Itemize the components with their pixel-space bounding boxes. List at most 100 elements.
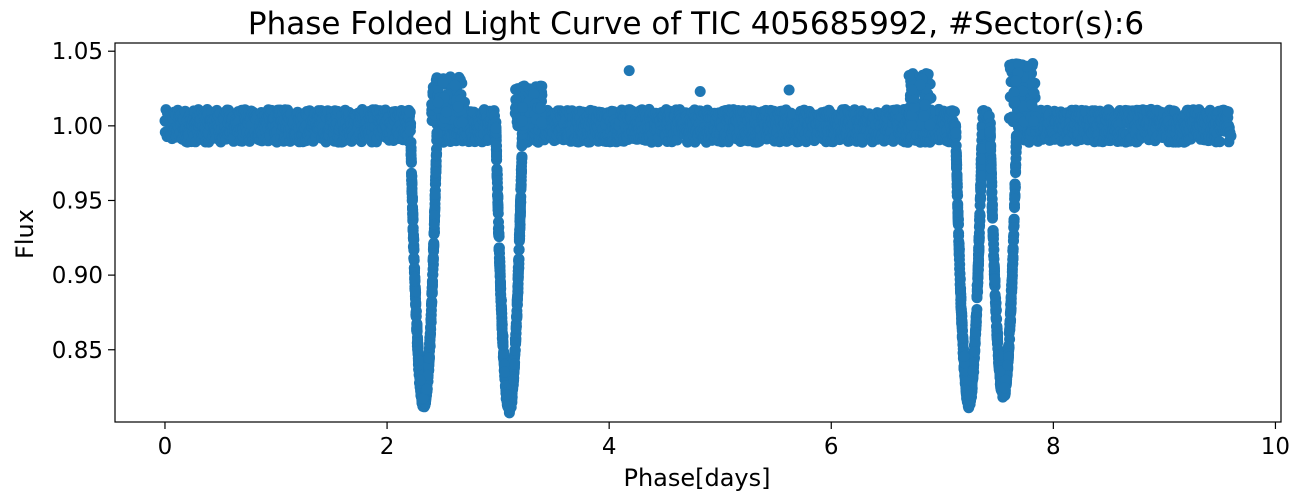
data-point bbox=[974, 208, 986, 220]
data-point bbox=[514, 223, 526, 235]
data-point bbox=[924, 119, 936, 131]
data-point bbox=[428, 237, 440, 249]
data-point bbox=[989, 274, 1001, 286]
data-point bbox=[491, 164, 503, 176]
data-point bbox=[1028, 115, 1039, 127]
data-point bbox=[432, 96, 444, 108]
data-point bbox=[1006, 111, 1018, 123]
data-point bbox=[509, 344, 521, 356]
data-point bbox=[987, 209, 998, 221]
data-point bbox=[514, 210, 526, 222]
x-tick-label: 2 bbox=[380, 434, 395, 460]
data-point bbox=[428, 218, 440, 230]
data-point bbox=[991, 333, 1003, 345]
chart-title: Phase Folded Light Curve of TIC 40568599… bbox=[248, 6, 1144, 42]
data-point bbox=[496, 318, 508, 330]
data-point bbox=[409, 286, 421, 297]
data-point bbox=[1008, 222, 1020, 234]
data-point bbox=[1002, 359, 1014, 371]
data-point bbox=[499, 366, 510, 378]
data-point bbox=[426, 299, 437, 311]
data-point bbox=[990, 304, 1002, 316]
x-tick-label: 6 bbox=[824, 434, 839, 460]
data-point bbox=[975, 182, 987, 194]
data-point bbox=[411, 326, 423, 338]
data-point bbox=[984, 126, 996, 138]
y-axis: 0.85 0.90 0.95 1.00 1.05 bbox=[52, 39, 115, 364]
data-point bbox=[987, 226, 999, 238]
data-point bbox=[1026, 99, 1038, 111]
data-point bbox=[425, 314, 437, 325]
y-axis-label: Flux bbox=[11, 209, 39, 259]
data-point bbox=[492, 204, 504, 216]
data-point bbox=[408, 232, 420, 244]
data-point bbox=[517, 102, 528, 113]
data-point bbox=[430, 166, 442, 178]
data-point bbox=[512, 283, 524, 294]
data-point bbox=[955, 294, 967, 306]
data-point bbox=[511, 293, 523, 305]
plot-area bbox=[159, 58, 1237, 419]
data-point bbox=[1009, 96, 1021, 108]
data-point bbox=[490, 122, 502, 134]
data-point bbox=[951, 178, 963, 190]
data-point bbox=[973, 232, 985, 244]
data-point bbox=[515, 164, 527, 176]
data-point bbox=[426, 275, 438, 287]
data-point bbox=[494, 252, 506, 264]
y-tick-label: 0.85 bbox=[52, 338, 103, 364]
x-axis: 0 2 4 6 8 10 bbox=[158, 422, 1290, 460]
outlier-point bbox=[783, 84, 795, 96]
data-point bbox=[951, 150, 962, 162]
data-point bbox=[969, 346, 981, 358]
data-point bbox=[510, 84, 522, 95]
y-tick-label: 1.05 bbox=[52, 39, 103, 65]
data-point bbox=[423, 352, 435, 364]
data-point bbox=[511, 310, 523, 322]
data-point bbox=[970, 317, 982, 328]
data-point bbox=[972, 280, 984, 292]
data-point bbox=[513, 244, 525, 255]
data-point bbox=[919, 99, 931, 111]
data-point bbox=[425, 323, 437, 335]
data-point bbox=[490, 140, 502, 152]
data-point bbox=[535, 102, 547, 114]
data-point bbox=[985, 141, 997, 153]
y-tick-label: 1.00 bbox=[52, 114, 103, 140]
data-point bbox=[404, 125, 416, 137]
data-point bbox=[1009, 193, 1021, 205]
x-tick-label: 4 bbox=[602, 434, 617, 460]
data-point bbox=[535, 116, 547, 128]
data-point bbox=[508, 374, 520, 386]
data-point bbox=[953, 250, 965, 262]
x-axis-label: Phase[days] bbox=[623, 464, 770, 492]
data-point bbox=[421, 383, 433, 395]
data-point bbox=[426, 286, 438, 298]
data-point bbox=[988, 260, 1000, 272]
data-point bbox=[986, 188, 998, 199]
data-point bbox=[974, 194, 986, 206]
data-point bbox=[989, 289, 1001, 301]
data-point bbox=[409, 273, 421, 285]
data-point bbox=[514, 201, 526, 213]
data-point bbox=[1004, 315, 1016, 327]
data-point bbox=[626, 105, 638, 117]
data-point bbox=[492, 189, 504, 201]
data-point bbox=[405, 150, 417, 161]
axes-frame bbox=[114, 42, 1282, 423]
data-point bbox=[493, 216, 504, 228]
data-point bbox=[516, 151, 528, 163]
data-point bbox=[1006, 279, 1018, 291]
data-point bbox=[431, 127, 443, 139]
data-point bbox=[906, 119, 918, 131]
data-point bbox=[958, 350, 970, 362]
data-point bbox=[1222, 106, 1234, 118]
data-point bbox=[424, 337, 436, 349]
y-tick-label: 0.95 bbox=[52, 188, 103, 214]
data-point bbox=[493, 227, 505, 239]
outlier-point bbox=[694, 86, 706, 97]
data-point bbox=[449, 79, 461, 91]
data-point bbox=[501, 389, 512, 401]
data-point bbox=[408, 252, 420, 264]
y-tick-label: 0.90 bbox=[52, 263, 103, 289]
